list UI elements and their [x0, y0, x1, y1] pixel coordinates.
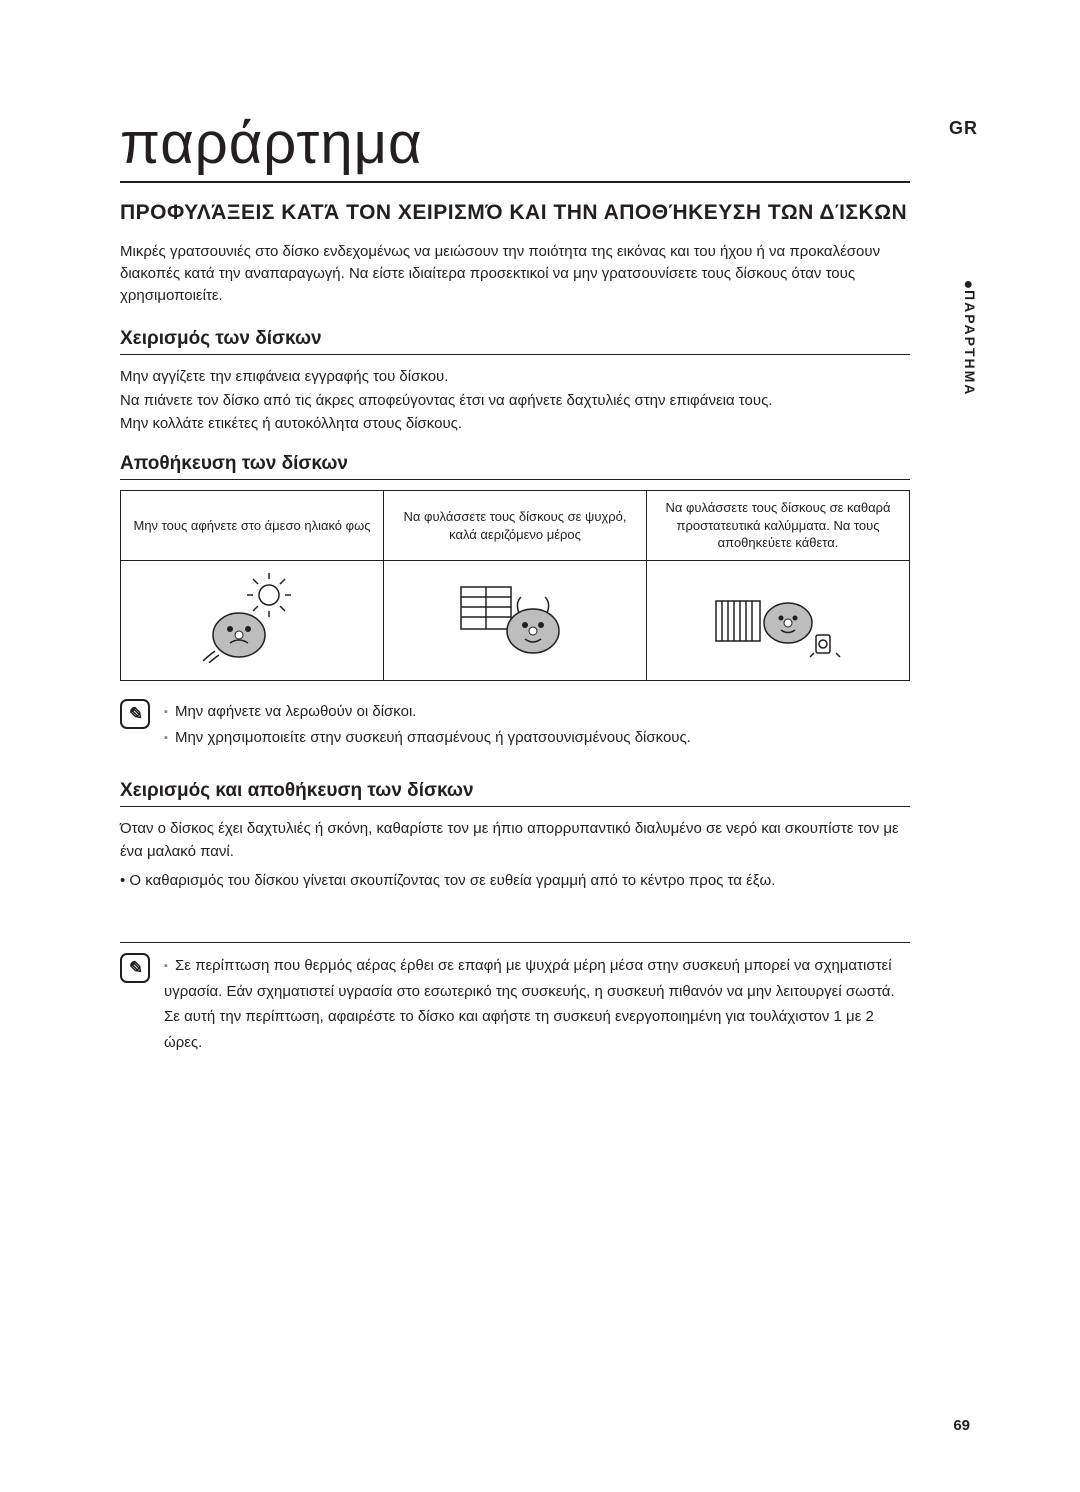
storage-table: Μην τους αφήνετε στο άμεσο ηλιακό φως Να… [120, 490, 910, 681]
table-header-cell: Να φυλάσσετε τους δίσκους σε καθαρά προσ… [647, 491, 910, 561]
final-note-block: ✎ Σε περίπτωση που θερμός αέρας έρθει σε… [120, 953, 910, 1055]
handling-text: Μην αγγίζετε την επιφάνεια εγγραφής του … [120, 365, 910, 435]
note-list: Μην αφήνετε να λερωθούν οι δίσκοι. Μην χ… [164, 699, 691, 750]
table-image-row [121, 561, 910, 681]
cleaning-bullet: Ο καθαρισμός του δίσκου γίνεται σκουπίζο… [120, 870, 910, 893]
chapter-title: παράρτημα [120, 110, 910, 183]
table-image-cell [121, 561, 384, 681]
table-header-cell: Να φυλάσσετε τους δίσκους σε ψυχρό, καλά… [384, 491, 647, 561]
section-title: ΠΡΟΦΥΛΆΞΕΙΣ ΚΑΤΆ ΤΟΝ ΧΕΙΡΙΣΜΌ ΚΑΙ ΤΗΝ ΑΠ… [120, 201, 910, 225]
table-header-cell: Μην τους αφήνετε στο άμεσο ηλιακό φως [121, 491, 384, 561]
language-code: GR [949, 118, 978, 139]
cleaning-text: Όταν ο δίσκος έχει δαχτυλιές ή σκόνη, κα… [120, 817, 910, 864]
table-image-cell [647, 561, 910, 681]
note-icon: ✎ [120, 699, 150, 729]
ventilated-disc-illustration [455, 573, 575, 663]
table-image-cell [384, 561, 647, 681]
table-header-row: Μην τους αφήνετε στο άμεσο ηλιακό φως Να… [121, 491, 910, 561]
note-list: Σε περίπτωση που θερμός αέρας έρθει σε ε… [164, 953, 910, 1055]
cleaning-subtitle: Χειρισμός και αποθήκευση των δίσκων [120, 780, 910, 807]
note-item: Σε περίπτωση που θερμός αέρας έρθει σε ε… [164, 953, 910, 1055]
vertical-storage-illustration [708, 573, 848, 663]
side-section-label: ΠΑΡΑΡΤΗΜΑ [962, 290, 978, 396]
note-icon: ✎ [120, 953, 150, 983]
note-block: ✎ Μην αφήνετε να λερωθούν οι δίσκοι. Μην… [120, 699, 910, 750]
handling-line: Μην κολλάτε ετικέτες ή αυτοκόλλητα στους… [120, 412, 910, 435]
sunlight-disc-illustration [197, 573, 307, 663]
manual-page: GR ● ΠΑΡΑΡΤΗΜΑ παράρτημα ΠΡΟΦΥΛΆΞΕΙΣ ΚΑΤ… [0, 0, 1080, 1492]
handling-line: Μην αγγίζετε την επιφάνεια εγγραφής του … [120, 365, 910, 388]
note-item: Μην αφήνετε να λερωθούν οι δίσκοι. [164, 699, 691, 725]
handling-subtitle: Χειρισμός των δίσκων [120, 328, 910, 355]
page-number: 69 [953, 1417, 970, 1434]
storage-subtitle: Αποθήκευση των δίσκων [120, 453, 910, 480]
intro-paragraph: Μικρές γρατσουνιές στο δίσκο ενδεχομένως… [120, 241, 910, 306]
separator-line [120, 942, 910, 943]
note-item: Μην χρησιμοποιείτε στην συσκευή σπασμένο… [164, 725, 691, 751]
handling-line: Να πιάνετε τον δίσκο από τις άκρες αποφε… [120, 389, 910, 412]
